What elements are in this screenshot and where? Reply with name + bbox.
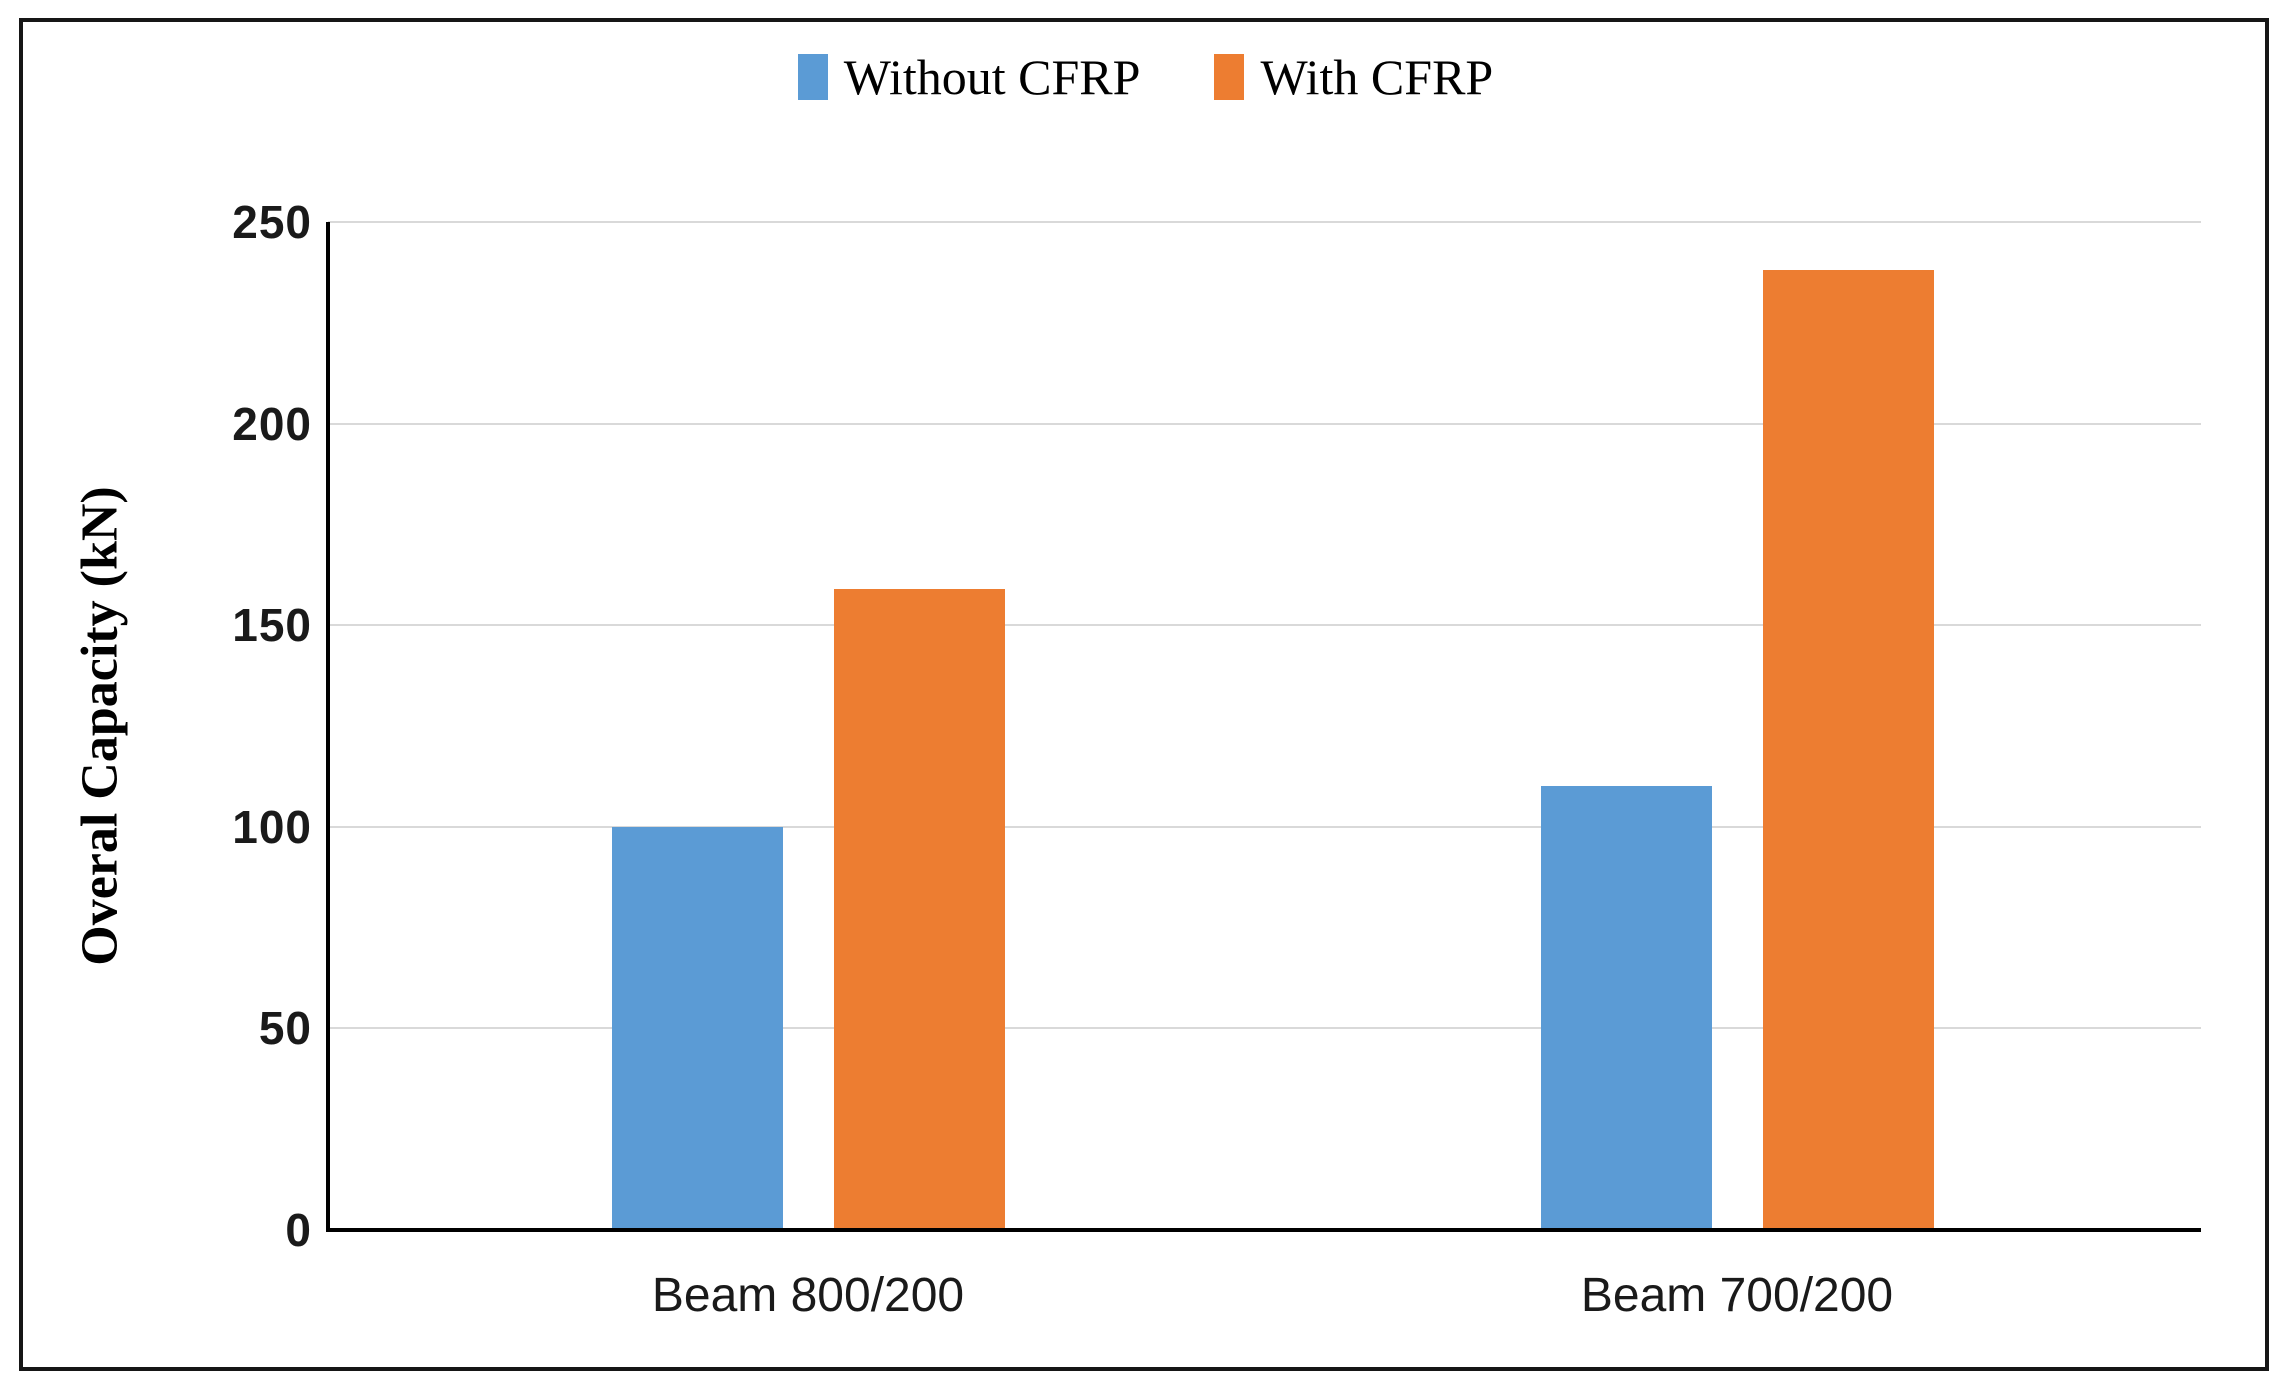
legend-item-with-cfrp: With CFRP (1214, 52, 1493, 102)
bar-beam-800-200-with-cfrp (833, 588, 1005, 1230)
legend-item-without-cfrp: Without CFRP (797, 49, 1141, 105)
bar-beam-700-200-with-cfrp (1762, 270, 1934, 1230)
gridline (328, 624, 2201, 627)
y-tick-label: 200 (232, 397, 312, 450)
gridline (328, 221, 2201, 223)
legend: Without CFRP With CFRP (0, 52, 2291, 102)
y-axis-title: Overal Capacity (kN) (71, 486, 129, 966)
y-tick-label: 0 (285, 1204, 312, 1256)
legend-swatch-icon (797, 54, 828, 100)
gridline (328, 825, 2201, 828)
legend-label: Without CFRP (843, 49, 1141, 105)
y-axis-line (326, 222, 330, 1230)
legend-label: With CFRP (1260, 49, 1494, 105)
y-tick-label: 150 (232, 599, 312, 652)
y-tick-label: 100 (232, 800, 312, 853)
bar-beam-700-200-without-cfrp (1540, 786, 1712, 1230)
gridline (328, 422, 2201, 425)
y-tick-label: 50 (258, 1002, 312, 1055)
x-category-label: Beam 700/200 (1580, 1269, 1894, 1322)
bar-beam-800-200-without-cfrp (611, 826, 783, 1230)
gridline (328, 1027, 2201, 1030)
legend-swatch-icon (1214, 54, 1245, 100)
y-tick-label: 250 (232, 196, 312, 248)
x-category-label: Beam 800/200 (651, 1269, 965, 1322)
x-axis-line (326, 1228, 2201, 1232)
